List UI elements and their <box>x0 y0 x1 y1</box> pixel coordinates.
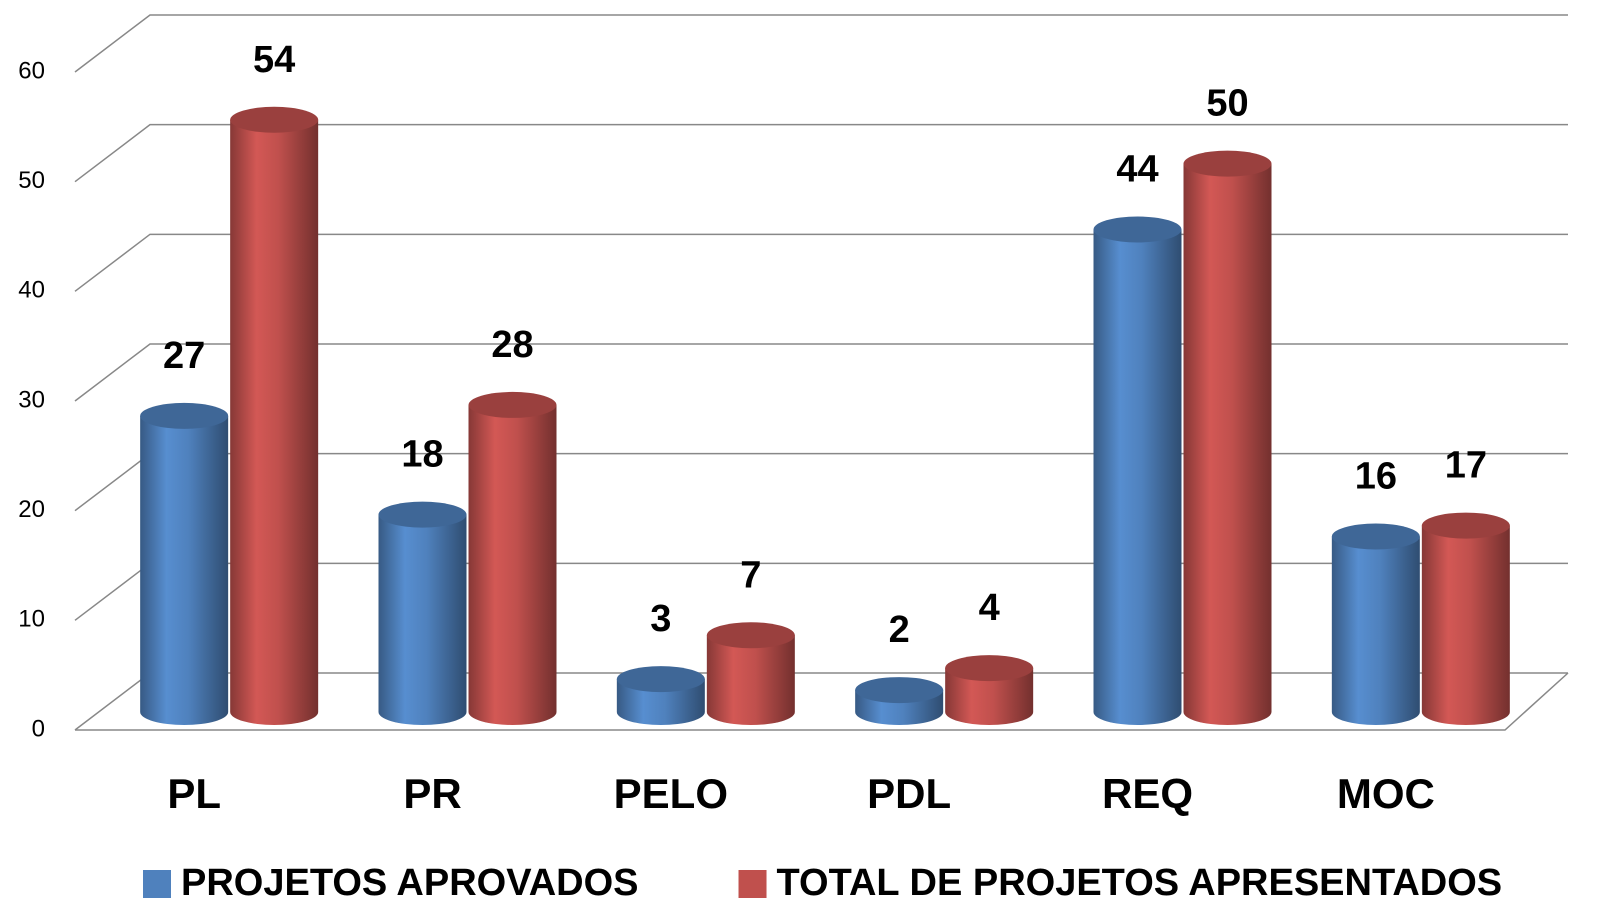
x-tick-label: PDL <box>867 770 951 817</box>
bar-top <box>945 655 1034 682</box>
legend-label: TOTAL DE PROJETOS APRESENTADOS <box>777 862 1503 904</box>
bar-top <box>230 106 319 133</box>
bar-top <box>140 402 229 429</box>
bar-top <box>1331 523 1420 550</box>
x-tick-label: PELO <box>614 770 728 817</box>
data-label: 50 <box>1206 83 1248 125</box>
x-tick-label: REQ <box>1102 770 1193 817</box>
data-label: 54 <box>253 39 295 81</box>
data-label: 44 <box>1116 148 1158 190</box>
data-label: 2 <box>889 609 910 651</box>
bar-top <box>1421 512 1510 539</box>
legend-swatch <box>143 870 171 898</box>
legend-swatch <box>738 870 767 898</box>
bar <box>1331 536 1420 725</box>
bar-top <box>706 622 795 649</box>
data-label: 3 <box>650 598 671 640</box>
y-tick-label: 30 <box>18 386 45 413</box>
bar <box>230 119 319 725</box>
bar <box>1093 229 1182 726</box>
data-label: 17 <box>1445 445 1487 487</box>
y-tick-label: 20 <box>18 496 45 523</box>
bar <box>1421 525 1510 726</box>
bar-top <box>468 391 557 418</box>
floor <box>75 672 1569 731</box>
grid-line <box>74 14 1568 73</box>
bar-top <box>1183 150 1272 177</box>
bar <box>140 415 229 726</box>
y-tick-label: 40 <box>18 277 45 304</box>
data-label: 7 <box>740 554 761 596</box>
x-tick-label: MOC <box>1337 770 1435 817</box>
bar <box>378 514 467 726</box>
grid-line <box>74 123 1568 183</box>
data-label: 27 <box>163 335 205 377</box>
bar <box>616 679 705 726</box>
data-label: 28 <box>491 324 533 366</box>
y-tick-label: 0 <box>32 715 45 742</box>
bar <box>706 635 795 726</box>
data-label: 18 <box>401 434 443 476</box>
bar <box>468 404 557 726</box>
y-tick-label: 10 <box>18 606 45 633</box>
bar-top <box>378 501 467 528</box>
bar-top <box>616 666 705 693</box>
bar-top <box>855 677 944 704</box>
bar <box>945 668 1034 725</box>
data-label: 4 <box>979 587 1000 629</box>
x-tick-label: PR <box>403 770 461 817</box>
legend-label: PROJETOS APROVADOS <box>181 862 639 904</box>
y-tick-label: 60 <box>18 57 45 84</box>
data-label: 16 <box>1355 456 1397 498</box>
bar <box>1183 163 1272 726</box>
x-tick-label: PL <box>167 770 221 817</box>
y-tick-label: 50 <box>18 167 45 194</box>
bar-top <box>1093 216 1182 243</box>
